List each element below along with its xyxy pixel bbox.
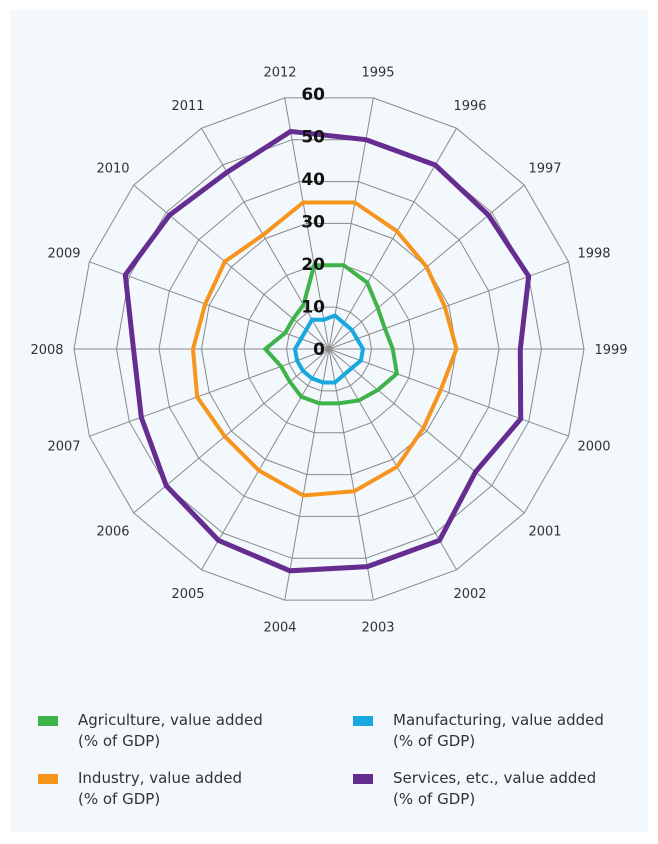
category-label-2005: 2005 [171,587,204,602]
radial-tick-50: 50 [301,128,325,148]
category-label-2001: 2001 [528,524,561,539]
chart-panel: 0 10 20 30 40 50 60 1995 1996 1997 1998 1999 2000 200… [10,10,648,832]
radial-tick-20: 20 [301,255,325,275]
legend-label-manufacturing: Manufacturing, value added (% of GDP) [393,711,604,750]
spoke-2003 [328,348,374,601]
category-label-2010: 2010 [96,162,129,177]
spoke-2000 [328,348,569,437]
legend-label-services: Services, etc., value added (% of GDP) [393,769,597,808]
category-label-2002: 2002 [453,587,486,602]
spoke-2001 [328,348,525,514]
legend-swatch-services [353,774,373,784]
legend-swatch-agriculture [38,716,58,726]
spoke-2004 [284,348,330,601]
category-label-2003: 2003 [361,621,394,636]
category-label-1998: 1998 [577,247,610,262]
legend-label-industry: Industry, value added (% of GDP) [78,769,242,808]
category-label-2008: 2008 [30,343,63,358]
spoke-1998 [328,261,569,350]
spoke-2007 [89,348,330,437]
radar-chart: 0 10 20 30 40 50 60 1995 1996 1997 1998 1999 2000 200… [30,65,627,635]
category-label-1999: 1999 [594,343,627,358]
category-label-1996: 1996 [453,99,486,114]
spoke-2010 [133,184,330,350]
spoke-2002 [328,348,457,571]
category-label-2004: 2004 [263,621,296,636]
category-label-2009: 2009 [47,247,80,262]
radial-tick-30: 30 [301,213,325,233]
category-label-1995: 1995 [361,65,394,80]
spoke-2005 [201,348,330,571]
spoke-2012 [284,97,330,350]
category-label-2007: 2007 [47,439,80,454]
category-label-2000: 2000 [577,439,610,454]
radial-tick-60: 60 [301,85,325,105]
radial-tick-10: 10 [301,298,325,318]
radial-tick-0: 0 [313,340,325,360]
category-label-2012: 2012 [263,65,296,80]
spoke-2011 [201,127,330,350]
category-label-2011: 2011 [171,99,204,114]
spoke-2009 [89,261,330,350]
labels: 0 10 20 30 40 50 60 1995 1996 1997 1998 1999 2000 200… [30,65,627,635]
radial-tick-40: 40 [301,170,325,190]
category-label-1997: 1997 [528,162,561,177]
category-label-2006: 2006 [96,524,129,539]
legend-label-agriculture: Agriculture, value added (% of GDP) [78,711,263,750]
series-layer [122,128,532,574]
legend-swatch-industry [38,774,58,784]
legend-swatch-manufacturing [353,716,373,726]
grid [73,97,585,601]
